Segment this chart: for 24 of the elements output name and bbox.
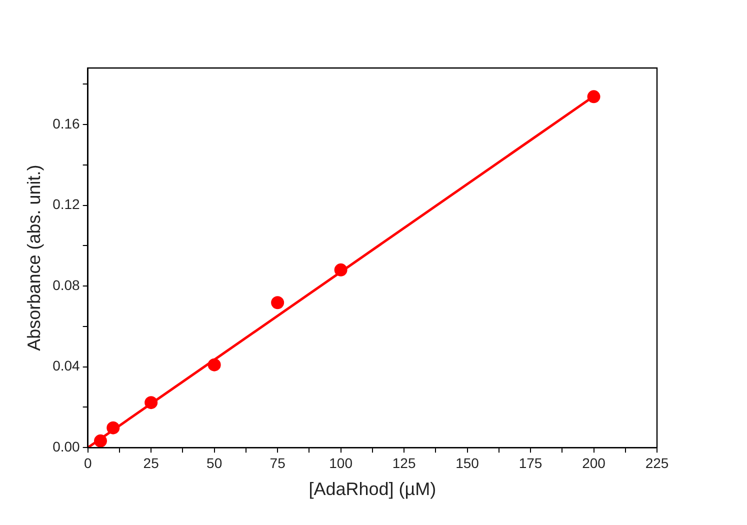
y-tick-label: 0.00 (52, 438, 80, 454)
y-tick-label: 0.04 (52, 358, 80, 374)
point (106, 421, 120, 434)
x-tick-label: 125 (392, 454, 416, 471)
x-tick-label: 0 (84, 454, 92, 471)
x-tick-label: 200 (582, 454, 606, 471)
point (271, 296, 284, 310)
y-tick-label: 0.16 (52, 115, 80, 132)
point (587, 90, 600, 104)
x-tick-label: 225 (645, 454, 669, 471)
point (208, 358, 221, 372)
y-tick-label: 0.12 (52, 196, 80, 212)
point (334, 263, 348, 276)
x-tick-label: 25 (143, 454, 160, 471)
x-tick-label: 150 (456, 454, 480, 471)
point (94, 434, 107, 448)
y-tick-label: 0.08 (52, 276, 80, 293)
x-tick-label: 50 (206, 454, 222, 471)
point (144, 396, 158, 410)
x-tick-label: 100 (329, 454, 353, 471)
x-axis-title: [AdaRhod] (µM) (308, 479, 436, 500)
x-tick-label: 175 (518, 454, 542, 471)
y-axis-title: Absorbance (abs. unit.) (24, 164, 44, 351)
x-tick-label: 75 (270, 454, 286, 471)
